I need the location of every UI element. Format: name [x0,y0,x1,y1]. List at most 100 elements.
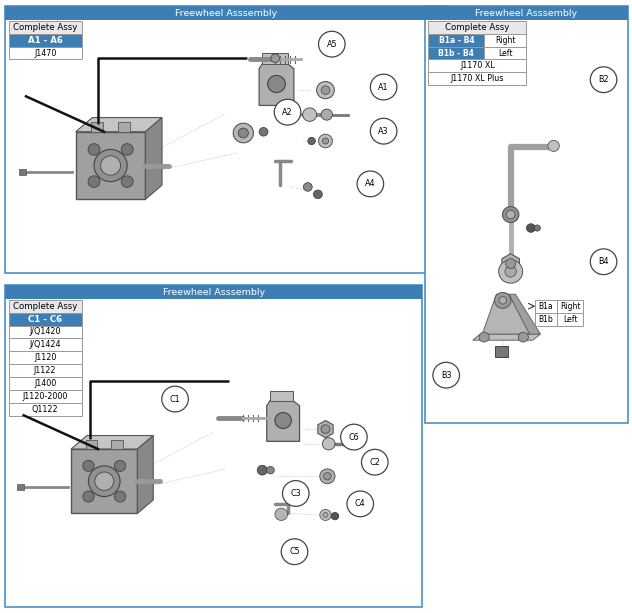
Bar [428,21,526,34]
Text: C6: C6 [349,433,359,441]
Text: Freewheel Asssembly: Freewheel Asssembly [162,287,265,297]
Polygon shape [138,435,154,514]
Text: C4: C4 [355,500,365,508]
Circle shape [319,31,345,57]
Text: Right: Right [560,302,580,311]
Circle shape [121,143,133,155]
Circle shape [267,466,274,474]
Bar [425,6,628,20]
Text: J1120-2000: J1120-2000 [23,392,68,401]
Circle shape [283,481,309,506]
Circle shape [321,109,332,120]
Polygon shape [318,421,333,438]
Bar [111,440,123,449]
Circle shape [83,460,94,471]
Circle shape [88,143,100,155]
Circle shape [502,207,519,223]
Circle shape [370,74,397,100]
Circle shape [95,472,114,490]
Circle shape [505,266,516,277]
Circle shape [268,75,286,93]
Text: B4: B4 [599,257,609,266]
Bar [18,484,24,490]
Text: A4: A4 [365,180,375,188]
Circle shape [506,259,516,268]
Text: C3: C3 [291,489,301,498]
Circle shape [362,449,388,475]
Circle shape [317,82,334,99]
Bar [9,300,82,313]
Circle shape [313,190,322,199]
Text: B1b: B1b [538,314,553,324]
Bar [20,169,26,175]
Bar [428,59,526,72]
Bar [495,346,507,357]
Circle shape [319,134,332,148]
Bar [9,47,82,59]
Bar [9,21,82,34]
Circle shape [308,137,315,145]
Circle shape [259,128,268,136]
Text: C1 - C6: C1 - C6 [28,314,62,324]
Circle shape [257,465,267,475]
Text: J/Q1424: J/Q1424 [30,340,61,349]
Bar [118,122,130,132]
Circle shape [275,413,291,428]
Bar [5,6,447,20]
Text: Freewheel Asssembly: Freewheel Asssembly [475,9,578,18]
Text: A2: A2 [283,108,293,116]
Bar [92,122,103,132]
Text: Left: Left [498,48,513,58]
Text: Complete Assy: Complete Assy [446,23,509,32]
Bar [262,53,288,64]
Text: B1b - B4: B1b - B4 [439,48,475,58]
Text: Right: Right [495,36,516,45]
Bar [535,300,557,313]
Bar [484,34,526,47]
Text: J/Q1420: J/Q1420 [30,327,61,337]
Bar [9,403,82,416]
Circle shape [121,176,133,188]
Text: J1170 XL Plus: J1170 XL Plus [451,74,504,83]
Circle shape [303,108,317,121]
Bar [428,47,484,59]
Text: A1 - A6: A1 - A6 [28,36,63,45]
Text: C2: C2 [369,458,380,466]
Bar [9,313,82,326]
Bar [76,132,145,199]
Text: J1170 XL: J1170 XL [460,61,495,70]
Polygon shape [76,118,162,132]
Circle shape [100,156,121,175]
Circle shape [275,508,288,520]
Circle shape [274,99,301,125]
Bar [9,351,82,364]
Circle shape [548,140,559,151]
Circle shape [499,297,506,304]
Text: Freewheel Asssembly: Freewheel Asssembly [175,9,277,18]
Polygon shape [145,118,162,199]
Circle shape [114,460,126,471]
Text: B2: B2 [599,75,609,84]
Circle shape [331,512,339,520]
Text: A1: A1 [379,83,389,91]
Text: J1122: J1122 [34,366,56,375]
Circle shape [590,67,617,93]
Polygon shape [267,401,300,441]
Circle shape [357,171,384,197]
Polygon shape [502,254,520,273]
Circle shape [321,86,330,94]
Circle shape [83,491,94,502]
Bar [9,326,82,338]
Bar [71,449,138,514]
Circle shape [238,128,248,138]
Bar [484,47,526,59]
Circle shape [88,176,100,188]
Text: J1470: J1470 [34,48,56,58]
Bar [9,338,82,351]
Circle shape [323,512,328,517]
Polygon shape [473,334,540,340]
Circle shape [322,438,335,450]
Polygon shape [259,64,294,105]
Circle shape [347,491,374,517]
Bar [5,6,447,273]
